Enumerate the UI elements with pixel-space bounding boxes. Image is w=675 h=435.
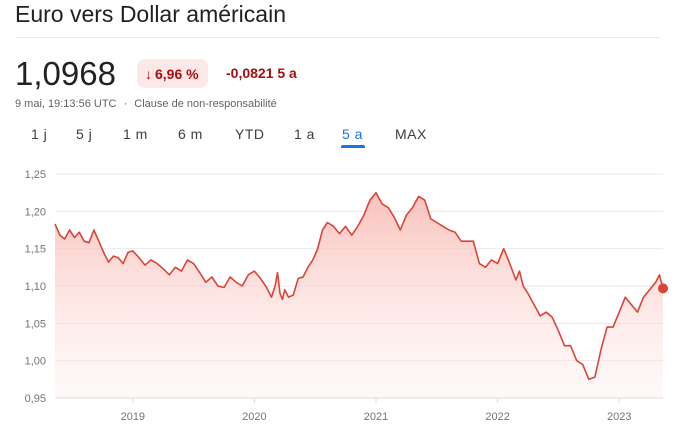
tab-max[interactable]: MAX [395,126,427,142]
x-tick-label: 2022 [485,411,509,423]
title-divider [15,37,660,38]
arrow-down-icon: ↓ [145,65,152,82]
y-tick-label: 1,15 [25,244,46,256]
y-tick-label: 1,20 [25,206,46,218]
tab-1y[interactable]: 1 a [294,126,315,142]
last-price-marker [658,283,668,294]
meta-separator: · [123,98,128,110]
percent-change-badge: ↓ 6,96 % [137,59,208,88]
price-area-fill [55,192,663,398]
x-tick-label: 2021 [364,411,388,423]
y-tick-label: 0,95 [25,393,46,405]
disclaimer-link[interactable]: Clause de non-responsabilité [134,98,277,110]
current-price: 1,0968 [15,55,116,92]
tab-1d[interactable]: 1 j [31,126,48,142]
active-tab-indicator [341,145,365,148]
quote-meta: 9 mai, 19:13:56 UTC · Clause de non-resp… [15,98,277,110]
y-tick-label: 1,00 [25,356,46,368]
tab-ytd[interactable]: YTD [235,126,265,142]
absolute-change: -0,0821 5 a [226,65,297,81]
tab-5y[interactable]: 5 a [342,126,363,142]
x-axis: 2019 2020 2021 2022 2023 [55,397,663,423]
price-chart[interactable]: 1,25 1,20 1,15 1,10 1,05 1,00 0,95 2019 2020 202… [0,160,675,435]
page-title: Euro vers Dollar américain [15,1,286,27]
x-tick-label: 2019 [121,411,145,423]
x-tick-label: 2023 [607,411,631,423]
y-tick-label: 1,10 [25,281,46,293]
percent-change-value: 6,96 % [155,65,199,82]
tab-1m[interactable]: 1 m [123,126,148,142]
y-axis-labels: 1,25 1,20 1,15 1,10 1,05 1,00 0,95 [25,169,46,405]
price-line [54,191,664,381]
y-tick-label: 1,25 [25,169,46,181]
x-tick-label: 2020 [242,411,266,423]
y-tick-label: 1,05 [25,318,46,330]
tab-6m[interactable]: 6 m [178,126,203,142]
tab-5d[interactable]: 5 j [76,126,93,142]
quote-timestamp: 9 mai, 19:13:56 UTC [15,98,117,110]
